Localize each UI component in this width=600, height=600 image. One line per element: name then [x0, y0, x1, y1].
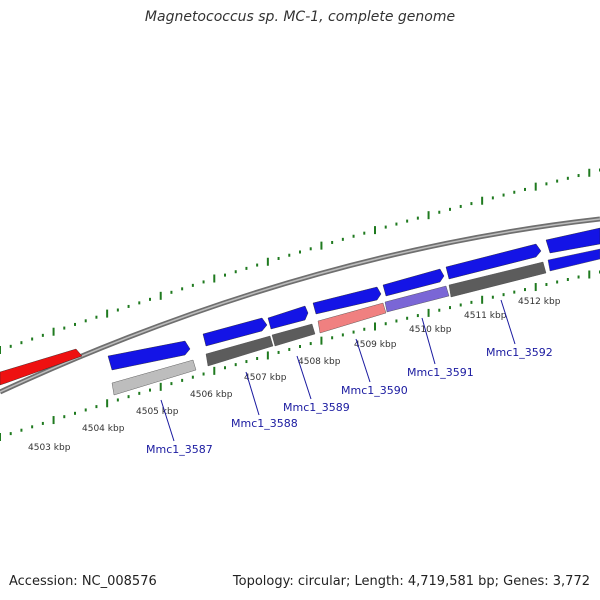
backbone-highlight [0, 218, 600, 393]
gene-label-leader [421, 317, 436, 365]
gene-label[interactable]: Mmc1_3592 [486, 346, 553, 359]
gene-label-leader [355, 338, 371, 383]
gene-bar-dark-gray[interactable] [205, 335, 274, 367]
gene-arrow-forward[interactable] [267, 305, 309, 330]
gene-label-leader [245, 371, 260, 416]
gene-label-leader [500, 299, 516, 345]
gene-label[interactable]: Mmc1_3587 [146, 443, 213, 456]
gene-bar-pink[interactable] [317, 302, 387, 334]
map-title: Magnetococcus sp. MC-1, complete genome [144, 9, 456, 25]
gene-label-leader [160, 399, 175, 442]
gene-bar-blue[interactable] [547, 248, 600, 272]
gene-label[interactable]: Mmc1_3590 [341, 384, 408, 397]
kbp-label: 4509 kbp [354, 340, 397, 350]
genome-summary: Topology: circular; Length: 4,719,581 bp… [232, 574, 590, 589]
gene-bar-violet[interactable] [384, 285, 450, 313]
gene-arrow-red[interactable] [0, 348, 83, 386]
gene-arrow-forward[interactable] [202, 317, 268, 347]
kbp-label: 4512 kbp [518, 297, 561, 307]
gene-arrow-forward[interactable] [107, 340, 191, 371]
kbp-label: 4505 kbp [136, 407, 179, 417]
gene-bar-dark-gray[interactable] [448, 261, 547, 298]
gene-label[interactable]: Mmc1_3589 [283, 401, 350, 414]
kbp-label: 4504 kbp [82, 424, 125, 434]
kbp-label: 4506 kbp [190, 390, 233, 400]
gene-arrow-forward[interactable] [545, 227, 600, 254]
kbp-label: 4508 kbp [298, 357, 341, 367]
kbp-label: 4503 kbp [28, 443, 71, 453]
kbp-label: 4507 kbp [244, 373, 287, 383]
kbp-label: 4510 kbp [409, 325, 452, 335]
gene-arrow-forward[interactable] [382, 268, 445, 297]
gene-label[interactable]: Mmc1_3591 [407, 366, 474, 379]
gene-arrow-forward[interactable] [445, 243, 542, 280]
gene-bar-light-gray[interactable] [111, 359, 197, 396]
kbp-label: 4511 kbp [464, 311, 507, 321]
gene-label[interactable]: Mmc1_3588 [231, 417, 298, 430]
gene-bar-dark-gray[interactable] [271, 323, 316, 347]
gene-arrow-forward[interactable] [312, 286, 382, 315]
gene-label-leader [296, 355, 312, 400]
accession-label: Accession: NC_008576 [9, 574, 157, 589]
